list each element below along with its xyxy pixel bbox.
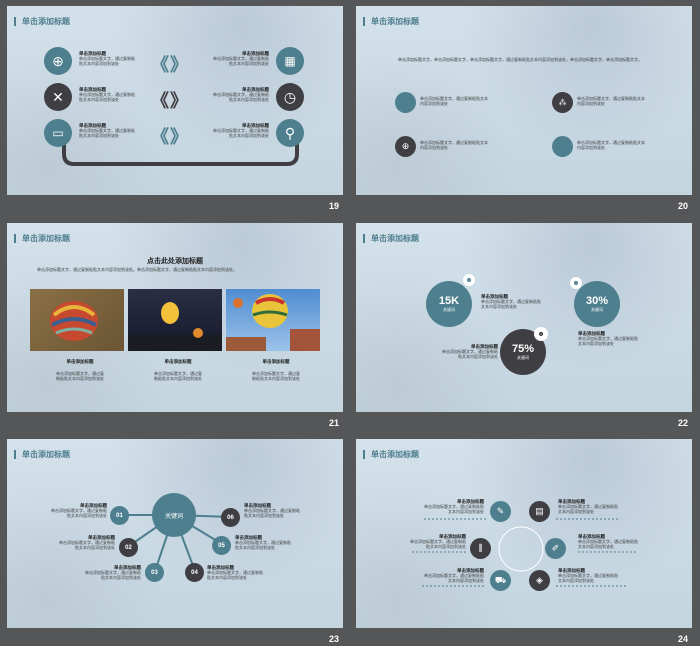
slide-title: 单击添加标题 [363,234,419,243]
slide-22-thumbnail[interactable]: 单击添加标题 15K 关键词 30% 关键词 75% 关键词 ☻ ☻ ☻ 单击添加标题… [356,223,692,412]
slide-title: 单击添加标题 [363,450,419,459]
item-text: 单击添加标题 单击添加标题文字，通过复制粘贴文本内容添加到该处 [79,51,135,66]
item-text: 单击添加标题 单击添加标题文字，通过复制粘贴文本内容添加到该处 [424,499,484,514]
molecule-icon: ⁂ [552,92,573,113]
item-text: 单击添加标题 单击添加标题文字，通过复制粘贴文本内容添加到该处 [79,123,135,138]
slide-number: 23 [329,634,340,644]
item-text: 单击添加标题文字，通过复制粘贴文本内容添加到该处 [420,140,488,150]
photo-caption: 单击添加标题 [66,359,94,364]
slide-number: 21 [329,418,340,428]
slide-title: 单击添加标题 [14,450,70,459]
document-icon: ▤ [529,501,550,522]
item-text: 单击添加标题 单击添加标题文字，通过复制粘贴文本内容添加到该处 [578,534,638,549]
truck-icon: ⛟ [490,570,511,591]
slide-number: 24 [678,634,689,644]
search-icon: ⚲ [276,119,304,147]
pencil-icon: ✎ [490,501,511,522]
photo-caption: 单击添加标题 [164,359,192,364]
slide-heading: 点击此处添加标题 [147,258,203,265]
calendar-icon: ▦ [276,47,304,75]
chevron-pair-icon: 《 》 [151,55,188,75]
item-text: 单击添加标题 单击添加标题文字，通过复制粘贴文本内容添加到该处 [558,499,618,514]
item-text: 单击添加标题文字，通过复制粘贴文本内容添加到该处 [577,140,645,150]
stat-circle-75pct: 75% 关键词 [500,329,546,375]
item-text: 单击添加标题 单击添加标题文字，通过复制粘贴文本内容添加到该处 [59,535,115,550]
paragraph-text: 单击添加标题文字，通过复制粘贴文本内容添加到该处。单击添加标题文字，通过复制粘贴… [37,267,237,272]
connector-line [62,139,299,166]
item-text: 单击添加标题 单击添加标题文字，通过复制粘贴文本内容添加到该处 [235,535,291,550]
stat-circle-15k: 15K 关键词 [426,281,472,327]
ticket-icon: ◈ [529,570,550,591]
item-text: 单击添加标题 单击添加标题文字，通过复制粘贴文本内容添加到该处 [51,503,107,518]
slide-number: 19 [329,201,340,211]
item-text: 单击添加标题 单击添加标题文字，通过复制粘贴文本内容添加到该处 [558,568,618,583]
slide-23-thumbnail[interactable]: 单击添加标题 关键词 01 02 03 04 05 06 单击添加标题 单击添加标… [7,439,343,628]
person-icon: ☻ [570,277,582,289]
center-keyword-node: 关键词 [152,493,196,537]
balloons-sky-photo [226,289,320,351]
item-text: 单击添加标题 单击添加标题文字，通过复制粘贴文本内容添加到该处 [578,331,638,346]
slide-number: 20 [678,201,689,211]
item-text: 单击添加标题文字，通过复制粘贴文本内容添加到该处 [577,96,645,106]
item-text: 单击添加标题 单击添加标题文字，通过复制粘贴文本内容添加到该处 [213,51,269,66]
item-text: 单击添加标题 单击添加标题文字，通过复制粘贴文本内容添加到该处 [213,123,269,138]
laptop-icon: ▭ [44,119,72,147]
slide-number: 22 [678,418,689,428]
globe-icon: ⊕ [44,47,72,75]
slide-title: 单击添加标题 [363,17,419,26]
item-text: 单击添加标题 单击添加标题文字，通过复制粘贴文本内容添加到该处 [424,568,484,583]
slide-24-thumbnail[interactable]: 单击添加标题 ✎ ▤ ⫼ ✐ ⛟ ◈ 单击添加标题 单击添加标题文字，通过复制粘贴… [356,439,692,628]
node-04: 04 [185,563,204,582]
item-text: 单击添加标题 单击添加标题文字，通过复制粘贴文本内容添加到该处 [244,503,300,518]
slide-19-thumbnail[interactable]: 单击添加标题 ⊕ ✕ ▭ ▦ ◷ ⚲ 单击添加标题 单击添加标题文字，通过复制粘贴… [7,6,343,195]
chevron-pair-icon: 《 》 [151,91,188,111]
node-01: 01 [110,506,129,525]
item-text: 单击添加标题 单击添加标题文字，通过复制粘贴文本内容添加到该处 [213,87,269,102]
node-03: 03 [145,563,164,582]
photo-caption-text: 单击添加标题文字，通过复制粘贴文本内容添加到该处 [154,371,202,381]
brush-icon: ✐ [545,538,566,559]
balloon-photo [30,289,124,351]
night-balloon-photo [128,289,222,351]
item-text: 单击添加标题 单击添加标题文字，通过复制粘贴文本内容添加到该处 [481,294,541,309]
globe-icon: ⊕ [395,136,416,157]
slide-title: 单击添加标题 [14,17,70,26]
paragraph-text: 单击添加标题文字，单击添加标题文字，单击添加标题文字，通过复制粘贴文本内容添加到… [398,57,642,62]
item-text: 单击添加标题 单击添加标题文字，通过复制粘贴文本内容添加到该处 [85,565,141,580]
settings-sliders-icon: ⫼ [470,538,491,559]
slide-title: 单击添加标题 [14,234,70,243]
item-text: 单击添加标题 单击添加标题文字，通过复制粘贴文本内容添加到该处 [207,565,263,580]
tools-icon: ✕ [44,83,72,111]
slide-20-thumbnail[interactable]: 单击添加标题 单击添加标题文字，单击添加标题文字，单击添加标题文字，通过复制粘贴… [356,6,692,195]
item-text: 单击添加标题 单击添加标题文字，通过复制粘贴文本内容添加到该处 [79,87,135,102]
node-05: 05 [212,536,231,555]
item-text: 单击添加标题文字，通过复制粘贴文本内容添加到该处 [420,96,488,106]
bullet-circle [395,92,416,113]
slide-21-thumbnail[interactable]: 单击添加标题 点击此处添加标题 单击添加标题文字，通过复制粘贴文本内容添加到该处… [7,223,343,412]
ring-and-dash-lines [412,518,638,587]
photo-caption-text: 单击添加标题文字，通过复制粘贴文本内容添加到该处 [252,371,300,381]
photo-caption: 单击添加标题 [262,359,290,364]
photo-caption-text: 单击添加标题文字，通过复制粘贴文本内容添加到该处 [56,371,104,381]
stat-circle-30pct: 30% 关键词 [574,281,620,327]
chevron-pair-icon: 《 》 [151,127,188,147]
group-icon: ☻ [534,327,548,341]
node-06: 06 [221,508,240,527]
item-text: 单击添加标题 单击添加标题文字，通过复制粘贴文本内容添加到该处 [410,534,466,549]
node-02: 02 [119,538,138,557]
alarm-clock-icon: ◷ [276,83,304,111]
item-text: 单击添加标题 单击添加标题文字，通过复制粘贴文本内容添加到该处 [442,344,498,359]
bullet-circle [552,136,573,157]
person-icon: ☻ [463,274,475,286]
